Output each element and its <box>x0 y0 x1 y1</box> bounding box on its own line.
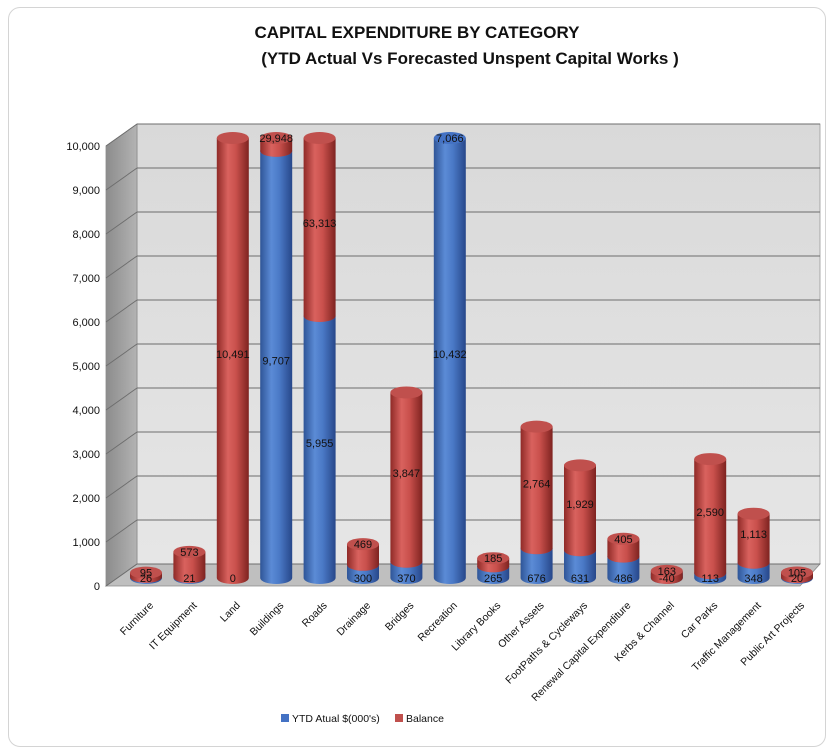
y-tick-label: 6,000 <box>72 317 100 329</box>
data-label-ytd: 10,432 <box>433 349 467 361</box>
data-label-ytd: 0 <box>230 573 236 585</box>
bar-balance <box>650 564 683 584</box>
data-label-balance: 7,066 <box>436 133 464 145</box>
bar-balance <box>390 386 423 568</box>
data-label-balance: 469 <box>354 539 372 551</box>
bar-balance <box>607 532 640 563</box>
data-label-balance: 29,948 <box>259 133 293 145</box>
gridline-side <box>105 563 138 587</box>
data-label-balance: 163 <box>658 566 676 578</box>
x-tick-label: Buildings <box>248 600 287 639</box>
y-tick-label: 7,000 <box>72 273 100 285</box>
data-label-ytd: 9,707 <box>262 355 290 367</box>
gridline-side <box>105 123 138 147</box>
data-label-balance: 105 <box>788 568 806 580</box>
gridline-side <box>105 343 138 367</box>
y-tick-label: 2,000 <box>72 493 100 505</box>
data-label-ytd: -40 <box>659 573 675 585</box>
data-label-ytd: 631 <box>571 573 589 585</box>
data-label-ytd: 370 <box>397 573 415 585</box>
data-label-balance: 185 <box>484 553 502 565</box>
data-label-balance: 2,590 <box>696 507 724 519</box>
bar-balance <box>303 132 336 322</box>
y-axis: 0 1,000 2,000 3,000 4,000 5,000 6,000 7,000 8,00… <box>66 141 100 593</box>
gridline-side <box>105 255 138 279</box>
bar-balance <box>173 545 206 584</box>
bar-balance <box>477 552 510 573</box>
y-tick-label: 8,000 <box>72 229 100 241</box>
gridline-side <box>105 167 138 191</box>
bar-balance <box>347 538 379 571</box>
data-label-balance: 3,847 <box>393 468 421 480</box>
x-tick-label: Roads <box>300 600 330 630</box>
x-tick-label: Car Parks <box>679 600 720 641</box>
gridline-side <box>105 431 138 455</box>
x-tick-label: Furniture <box>118 600 156 638</box>
bar-balance <box>520 420 553 555</box>
bar-balance <box>260 132 293 157</box>
data-label-balance: 10,491 <box>216 349 250 361</box>
legend: YTD Atual $(000's) Balance <box>281 713 444 725</box>
data-label-balance: 405 <box>614 534 632 546</box>
data-label-ytd: 265 <box>484 573 502 585</box>
data-label-balance: 95 <box>140 568 152 580</box>
legend-swatch-balance <box>395 714 403 722</box>
bar-balance <box>130 566 162 583</box>
gridline-side <box>105 519 138 543</box>
legend-label-balance: Balance <box>406 713 444 725</box>
x-tick-label: Recreation <box>416 600 461 645</box>
bar-balance <box>781 566 813 584</box>
gridline-side <box>105 475 138 499</box>
y-tick-label: 9,000 <box>72 185 100 197</box>
data-label-balance: 63,313 <box>303 218 337 230</box>
y-tick-label: 1,000 <box>72 537 100 549</box>
data-label-ytd: 21 <box>183 573 195 585</box>
x-tick-label: Land <box>218 600 243 625</box>
legend-swatch-ytd <box>281 714 289 722</box>
bars <box>130 132 813 584</box>
gridline-side <box>105 211 138 235</box>
y-tick-label: 0 <box>94 581 100 593</box>
chart-subtitle: (YTD Actual Vs Forecasted Unspent Capita… <box>261 49 679 68</box>
bar-balance <box>737 507 770 569</box>
data-label-ytd: 20 <box>791 573 803 585</box>
bar-balance <box>216 132 249 584</box>
x-tick-label: Bridges <box>383 600 417 634</box>
x-tick-label: Drainage <box>334 600 373 639</box>
bar-balance <box>694 453 727 580</box>
y-tick-label: 5,000 <box>72 361 100 373</box>
gridline-side <box>105 299 138 323</box>
bar-ytd <box>433 132 466 584</box>
bar-balance <box>564 459 596 557</box>
data-label-ytd: 113 <box>701 573 719 585</box>
data-label-ytd: 300 <box>354 573 372 585</box>
data-label-ytd: 486 <box>614 573 632 585</box>
x-tick-label: FootPaths & Cycleways <box>503 600 590 687</box>
data-label-ytd: 676 <box>527 573 545 585</box>
data-label-balance: 1,929 <box>566 499 594 511</box>
data-label-balance: 1,113 <box>740 529 767 541</box>
y-tick-label: 10,000 <box>66 141 100 153</box>
data-label-balance: 2,764 <box>523 478 551 490</box>
y-tick-label: 3,000 <box>72 449 100 461</box>
data-label-ytd: 348 <box>744 573 762 585</box>
data-label-ytd: 5,955 <box>306 438 334 450</box>
data-label-ytd: 26 <box>140 573 152 585</box>
gridline-side <box>105 387 138 411</box>
y-tick-label: 4,000 <box>72 405 100 417</box>
data-label-balance: 573 <box>180 547 198 559</box>
legend-label-ytd: YTD Atual $(000's) <box>292 713 380 725</box>
chart-title: CAPITAL EXPENDITURE BY CATEGORY <box>255 23 581 42</box>
